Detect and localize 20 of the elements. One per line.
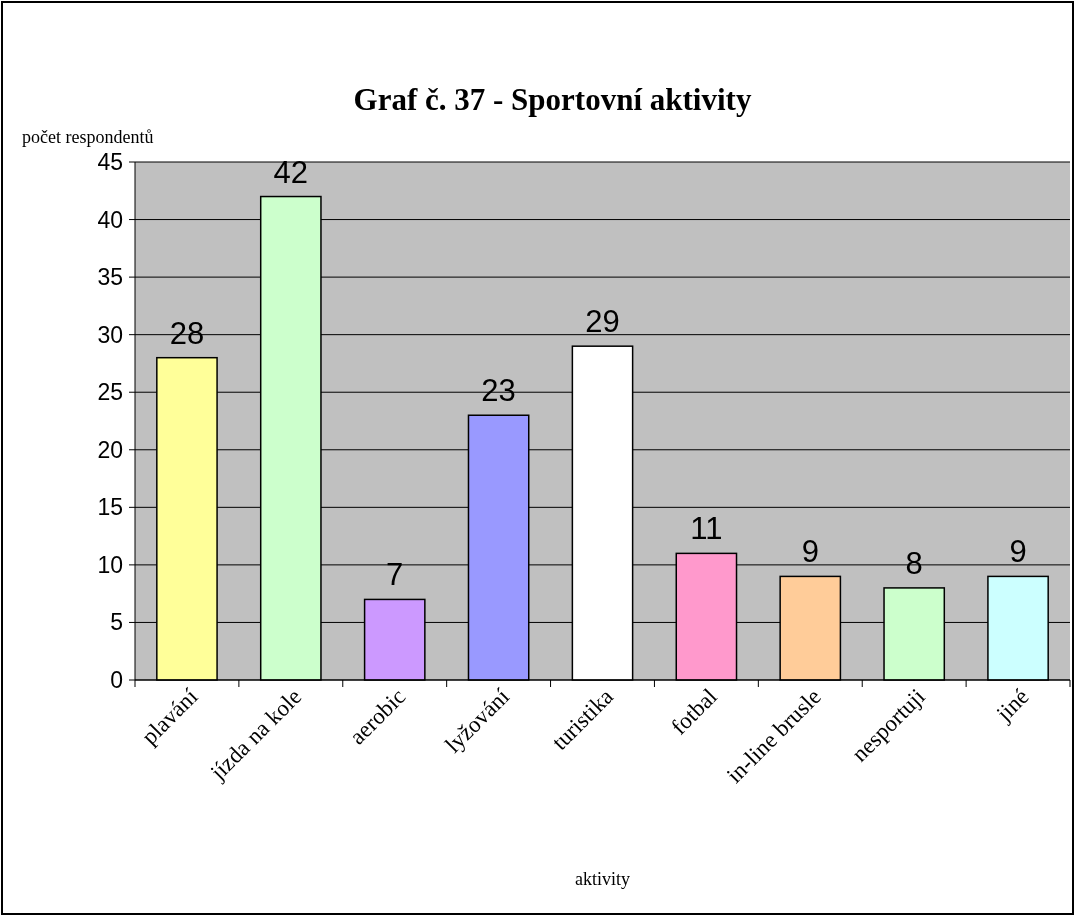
x-axis-title: aktivity xyxy=(575,869,630,889)
y-tick-label: 5 xyxy=(110,609,123,636)
y-tick-label: 0 xyxy=(110,667,123,694)
data-label: 7 xyxy=(386,557,404,593)
data-label: 29 xyxy=(585,304,620,340)
y-tick-label: 30 xyxy=(97,321,123,348)
data-label: 9 xyxy=(801,534,819,570)
data-label: 42 xyxy=(273,154,309,190)
chart-title: Graf č. 37 - Sportovní aktivity xyxy=(353,82,752,117)
y-tick-label: 10 xyxy=(97,551,123,578)
y-tick-label: 35 xyxy=(97,264,123,291)
y-tick-label: 25 xyxy=(97,379,123,406)
y-tick-label: 45 xyxy=(97,149,123,176)
y-tick-label: 20 xyxy=(97,436,123,463)
y-tick-label: 15 xyxy=(97,494,123,521)
y-axis-title: počet respondentů xyxy=(22,127,154,147)
data-label: 9 xyxy=(1009,534,1027,570)
data-label: 11 xyxy=(690,511,723,547)
y-tick-label: 40 xyxy=(97,206,123,233)
x-tick-label: jiné xyxy=(990,683,1034,727)
